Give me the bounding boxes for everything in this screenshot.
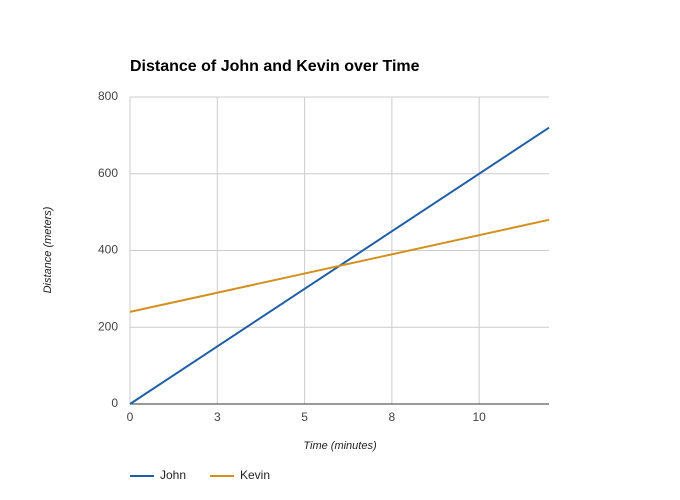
legend-label: John: [160, 468, 186, 482]
x-tick-label: 3: [214, 410, 221, 424]
x-tick-label: 0: [127, 410, 134, 424]
y-tick-label: 0: [111, 396, 118, 410]
x-tick-label: 5: [301, 410, 308, 424]
y-tick-label: 600: [98, 166, 118, 180]
y-axis-label: Distance (meters): [42, 206, 54, 293]
x-axis-label: Time (minutes): [303, 440, 377, 452]
series-line: [129, 218, 550, 313]
x-tick-label: 8: [389, 410, 396, 424]
legend-label: Kevin: [240, 468, 270, 482]
y-tick-label: 800: [98, 89, 118, 103]
y-tick-label: 400: [98, 243, 118, 257]
x-tick-label: 10: [472, 410, 486, 424]
chart-title: Distance of John and Kevin over Time: [130, 58, 420, 75]
y-tick-label: 200: [98, 319, 118, 333]
